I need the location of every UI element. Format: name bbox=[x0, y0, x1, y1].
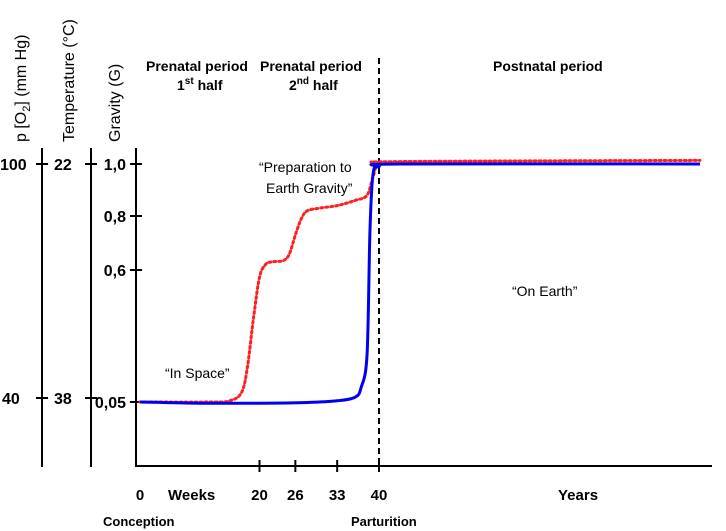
oxygen-tick-100: 100 bbox=[0, 157, 27, 174]
x-tick-label: 26 bbox=[287, 487, 304, 504]
period-first-sup: st bbox=[185, 76, 195, 87]
temperature-tick-38: 38 bbox=[54, 391, 72, 408]
series-layer bbox=[138, 158, 702, 405]
gravity-tick-label: 1,0 bbox=[104, 157, 126, 174]
oxygen-axis-title-sub: 2 bbox=[21, 106, 33, 112]
gravity-ticks: 1,0 0,8 0,6 0,05 bbox=[95, 157, 142, 412]
period-prenatal-first-line2: 1st half bbox=[177, 76, 223, 93]
period-prenatal-second-line1: Prenatal period bbox=[260, 58, 362, 74]
x-label-weeks: Weeks bbox=[168, 487, 215, 504]
annotation-on-earth: “On Earth” bbox=[512, 283, 578, 299]
period-second-sup: nd bbox=[297, 76, 309, 87]
oxygen-tick-40: 40 bbox=[2, 391, 20, 408]
annotation-preparation-line2: Earth Gravity” bbox=[266, 180, 353, 196]
period-postnatal: Postnatal period bbox=[493, 58, 603, 74]
x-tick-label: 0 bbox=[136, 487, 144, 504]
period-prenatal-first-line1: Prenatal period bbox=[146, 58, 248, 74]
gravity-tick-label: 0,6 bbox=[104, 263, 126, 280]
x-label-conception: Conception bbox=[103, 514, 175, 529]
x-tick-label: 20 bbox=[251, 487, 268, 504]
temperature-axis-title: Temperature (°C) bbox=[61, 19, 78, 142]
oxygen-axis-title: p [O2] (mm Hg) bbox=[13, 35, 33, 142]
x-tick-label: 33 bbox=[329, 487, 346, 504]
annotation-in-space: “In Space” bbox=[165, 365, 230, 381]
gravity-tick-label: 0,8 bbox=[104, 209, 126, 226]
gravity-tick-label: 0,05 bbox=[95, 395, 126, 412]
temperature-tick-22: 22 bbox=[54, 157, 72, 174]
annotation-preparation-line1: “Preparation to bbox=[259, 159, 352, 175]
period-prenatal-second-line2: 2nd half bbox=[289, 76, 338, 93]
x-tick-label: 40 bbox=[371, 487, 388, 504]
x-ticks: 0 20 26 33 40 bbox=[136, 460, 388, 504]
x-label-parturition: Parturition bbox=[351, 514, 417, 529]
x-label-years: Years bbox=[558, 487, 598, 504]
series-oxygen-temperature-line bbox=[139, 162, 701, 405]
gravity-axis-title: Gravity (G) bbox=[107, 64, 124, 142]
